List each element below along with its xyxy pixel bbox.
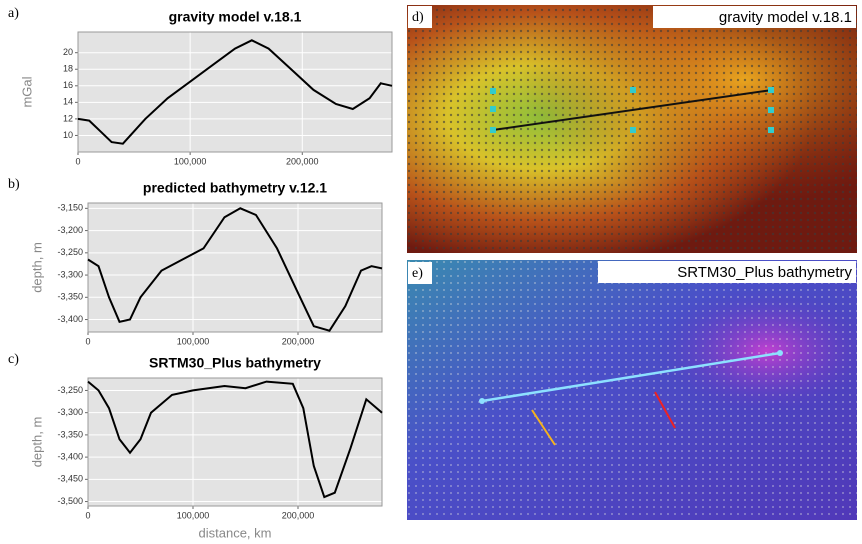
y-tick-label: -3,500 <box>57 496 83 506</box>
page: d) gravity model v.18.1 e) SRTM30_Plus b… <box>0 0 862 544</box>
y-tick-label: -3,350 <box>57 292 83 302</box>
x-tick-label: 200,000 <box>282 336 315 346</box>
y-axis-label: depth, m <box>29 242 44 293</box>
chart-title: gravity model v.18.1 <box>169 9 302 25</box>
x-tick-label: 100,000 <box>177 336 210 346</box>
y-tick-label: -3,200 <box>57 225 83 235</box>
y-axis-label: mGal <box>19 76 34 107</box>
track-points <box>407 260 857 520</box>
map-e: e) SRTM30_Plus bathymetry <box>407 260 857 520</box>
x-tick-label: 0 <box>85 336 90 346</box>
y-tick-label: -3,250 <box>57 247 83 257</box>
y-tick-label: 16 <box>63 80 73 90</box>
map-title: SRTM30_Plus bathymetry <box>677 264 852 281</box>
x-tick-label: 0 <box>75 156 80 166</box>
x-tick-label: 100,000 <box>174 156 207 166</box>
y-tick-label: 12 <box>63 113 73 123</box>
panel-label: d) <box>412 10 424 25</box>
marker <box>777 350 783 356</box>
figure: d) gravity model v.18.1 e) SRTM30_Plus b… <box>0 0 862 544</box>
panel-label: a) <box>8 6 19 21</box>
y-tick-label: 20 <box>63 47 73 57</box>
map-title: gravity model v.18.1 <box>719 9 852 26</box>
x-tick-label: 200,000 <box>286 156 319 166</box>
panel-label: c) <box>8 352 19 367</box>
x-tick-label: 100,000 <box>177 510 210 520</box>
y-tick-label: 14 <box>63 97 73 107</box>
x-axis-label: distance, km <box>199 525 272 540</box>
panel-label: b) <box>8 177 20 192</box>
marker <box>479 398 485 404</box>
chart-title: predicted bathymetry v.12.1 <box>143 180 327 196</box>
x-tick-label: 0 <box>85 510 90 520</box>
y-tick-label: -3,250 <box>57 385 83 395</box>
plot-area <box>88 203 382 332</box>
x-tick-label: 200,000 <box>282 510 315 520</box>
chart-title: SRTM30_Plus bathymetry <box>149 355 321 371</box>
y-tick-label: -3,350 <box>57 429 83 439</box>
y-tick-label: -3,300 <box>57 407 83 417</box>
y-tick-label: -3,450 <box>57 474 83 484</box>
y-tick-label: -3,150 <box>57 203 83 213</box>
y-tick-label: 18 <box>63 64 73 74</box>
y-tick-label: -3,400 <box>57 451 83 461</box>
y-axis-label: depth, m <box>29 417 44 468</box>
y-tick-label: 10 <box>63 130 73 140</box>
y-tick-label: -3,400 <box>57 314 83 324</box>
panel-label: e) <box>412 266 423 281</box>
map-d: d) gravity model v.18.1 <box>407 5 857 253</box>
y-tick-label: -3,300 <box>57 269 83 279</box>
plot-area <box>78 32 392 152</box>
